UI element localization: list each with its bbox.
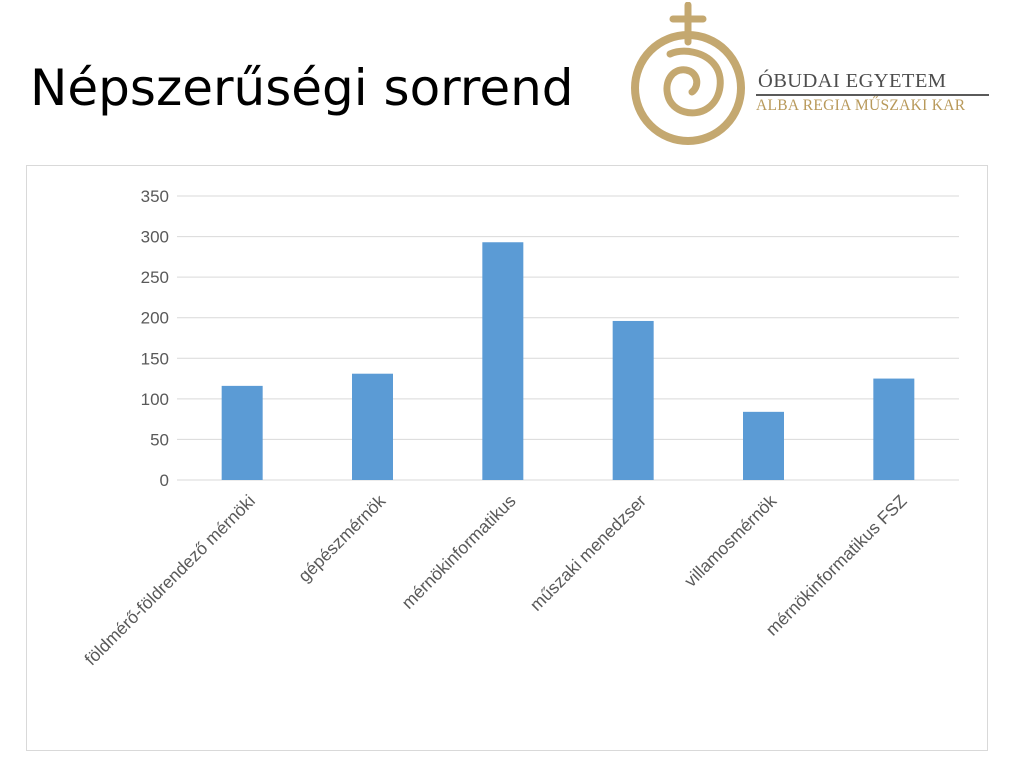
bar <box>873 378 915 480</box>
bar <box>221 385 263 480</box>
x-tick-label: műszaki menedzser <box>526 491 650 615</box>
x-tick-label: földmérő-földrendező mérnöki <box>80 491 259 670</box>
y-tick-label: 50 <box>150 430 169 449</box>
y-tick-label: 150 <box>141 349 169 368</box>
y-tick-label: 0 <box>160 471 169 490</box>
bar-chart: 0 50 100 150 200 250 300 350 földmérő-földrendez… <box>80 187 959 670</box>
x-tick-label: mérnökinformatikus <box>398 491 520 613</box>
bar <box>482 242 524 480</box>
university-name: ÓBUDAI EGYETEM <box>758 70 947 92</box>
y-tick-label: 350 <box>141 187 169 206</box>
bar <box>612 320 654 480</box>
logo-divider <box>756 94 989 96</box>
slide-title: Népszerűségi sorrend <box>30 59 574 117</box>
x-tick-label: villamosmérnök <box>680 491 780 591</box>
university-logo <box>622 1 1002 152</box>
y-tick-label: 300 <box>141 228 169 247</box>
faculty-name: ALBA REGIA MŰSZAKI KAR <box>756 97 966 114</box>
y-tick-label: 200 <box>141 309 169 328</box>
chart-area: 0 50 100 150 200 250 300 350 földmérő-földrendez… <box>26 165 988 751</box>
bar <box>352 373 393 480</box>
bar <box>743 411 784 480</box>
spiral-emblem-icon <box>631 1 745 145</box>
y-tick-label: 100 <box>141 390 169 409</box>
x-tick-label: gépészmérnök <box>294 491 389 586</box>
x-tick-label: mérnökinformatikus FSZ <box>762 490 911 639</box>
y-tick-label: 250 <box>141 268 169 287</box>
